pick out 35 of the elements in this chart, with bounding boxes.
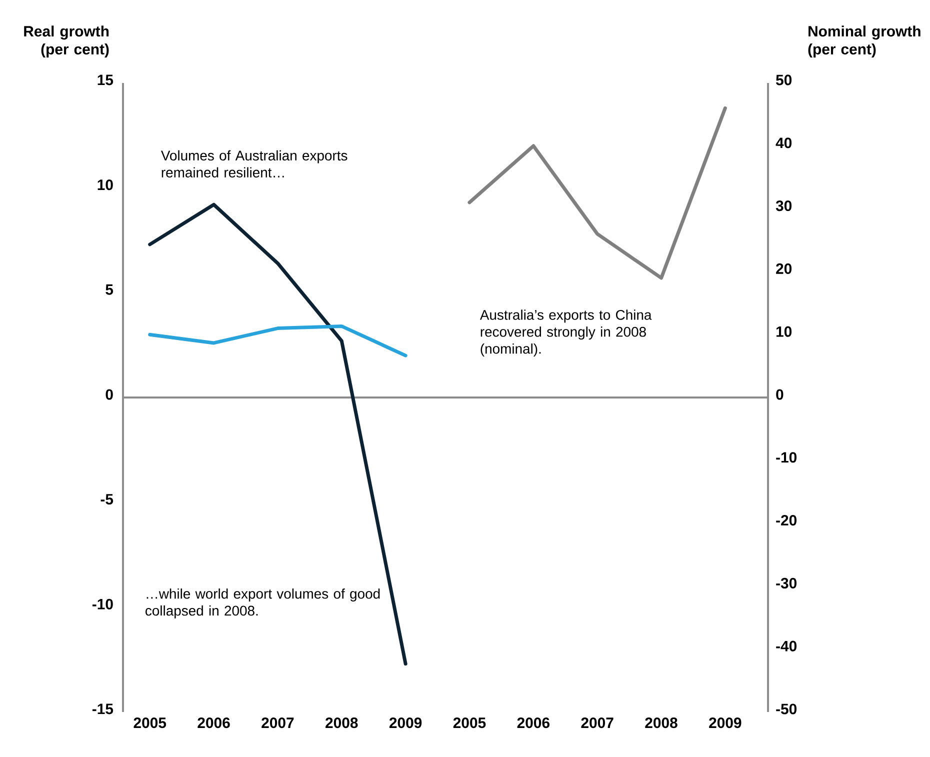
y-tick-label: 5	[106, 284, 114, 295]
annotation: Australia’s exports to China recovered strongly in 2008 (nominal).	[480, 310, 652, 356]
y2-tick-label: 0	[776, 389, 784, 400]
x-tick-label: 2006	[198, 718, 230, 728]
x-tick-label: 2007	[262, 718, 294, 728]
line-series	[148, 324, 408, 358]
y-tick-label: 15	[98, 74, 114, 86]
y2-tick-label: -10	[776, 452, 797, 463]
annotation: …while world export volumes of good collapsed in 2008.	[146, 588, 380, 618]
y2-tick-label: 20	[776, 263, 792, 274]
x-tick-label: 2007	[581, 718, 614, 728]
y2-tick-label: 10	[776, 326, 792, 337]
y-tick-label: -5	[100, 494, 114, 505]
y-tick-label: 0	[106, 389, 113, 400]
x-tick-label: 2009	[709, 718, 742, 728]
x-tick-label: 2005	[453, 718, 486, 728]
y2-tick-label: 40	[776, 138, 792, 148]
x-tick-label: 2006	[517, 718, 550, 728]
y2-axis-title: Nominal growth (per cent)	[808, 26, 920, 58]
y2-tick-label: -20	[776, 514, 797, 526]
y-tick-label: 10	[98, 180, 113, 190]
x-tick-label: 2008	[645, 718, 678, 728]
y2-tick-label: -50	[776, 704, 797, 714]
y2-tick-label: 30	[776, 200, 792, 212]
y2-tick-label: 50	[776, 74, 792, 86]
y-axis-title: Real growth (per cent)	[24, 26, 109, 58]
x-tick-label: 2005	[134, 718, 166, 728]
x-tick-label: 2008	[326, 718, 358, 728]
x-tick-label: 2009	[389, 718, 422, 728]
y2-tick-label: -30	[776, 578, 797, 588]
annotation: Volumes of Australian exports remained resilient…	[160, 150, 348, 178]
y-tick-label: -10	[92, 598, 113, 610]
line-series	[468, 106, 727, 280]
y2-tick-label: -40	[776, 640, 797, 652]
y-tick-label: -15	[92, 704, 114, 714]
